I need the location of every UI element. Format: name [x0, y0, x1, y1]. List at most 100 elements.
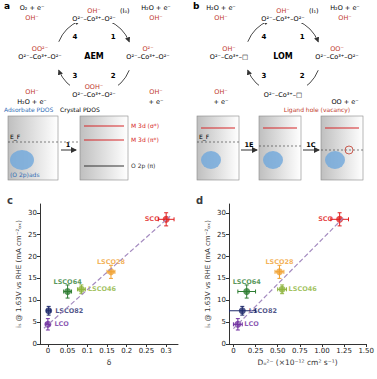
svg-text:LSCO28: LSCO28 — [265, 258, 294, 266]
svg-text:1C: 1C — [306, 141, 316, 149]
svg-text:O 2p (π): O 2p (π) — [131, 162, 155, 170]
svg-text:OO + e⁻: OO + e⁻ — [331, 98, 358, 106]
svg-text:15: 15 — [28, 274, 37, 282]
svg-text:3: 3 — [72, 72, 77, 80]
svg-text:4: 4 — [72, 33, 77, 41]
svg-text:OH⁻: OH⁻ — [87, 7, 100, 15]
svg-text:0.25: 0.25 — [248, 347, 264, 355]
svg-text:15: 15 — [217, 274, 226, 282]
svg-text:OH⁻: OH⁻ — [25, 88, 38, 96]
svg-text:δ: δ — [107, 358, 112, 367]
svg-text:(O 2p)ads: (O 2p)ads — [10, 171, 40, 179]
svg-text:25: 25 — [28, 231, 37, 239]
svg-text:OO⁻: OO⁻ — [330, 45, 344, 53]
svg-text:H₂O + e⁻: H₂O + e⁻ — [206, 4, 236, 12]
svg-text:a: a — [4, 1, 10, 11]
svg-text:O²⁻–Co³⁺–O²⁻: O²⁻–Co³⁺–O²⁻ — [18, 53, 61, 61]
svg-text:30: 30 — [217, 209, 226, 217]
svg-text:OH⁻: OH⁻ — [222, 45, 235, 53]
svg-text:M 3d (σ*): M 3d (σ*) — [131, 122, 159, 129]
svg-text:5: 5 — [33, 318, 37, 326]
svg-text:LSCO82: LSCO82 — [55, 307, 83, 315]
svg-text:0: 0 — [46, 347, 50, 355]
svg-text:O²⁻: O²⁻ — [142, 45, 153, 53]
svg-text:LSCO64: LSCO64 — [233, 278, 262, 286]
svg-text:OH⁻: OH⁻ — [149, 88, 162, 96]
svg-text:(I₁): (I₁) — [309, 7, 319, 15]
svg-text:iₛ @ 1.63V vs RHE (mA cm⁻²ₒₓ): iₛ @ 1.63V vs RHE (mA cm⁻²ₒₓ) — [204, 220, 212, 328]
svg-text:1: 1 — [300, 33, 305, 41]
svg-text:1.00: 1.00 — [314, 347, 330, 355]
svg-text:5: 5 — [222, 318, 226, 326]
svg-text:OH⁻: OH⁻ — [276, 7, 289, 15]
svg-text:H₂O + e⁻: H₂O + e⁻ — [330, 4, 360, 12]
svg-text:Dₒ²⁻ (×10⁻¹² cm² s⁻¹): Dₒ²⁻ (×10⁻¹² cm² s⁻¹) — [258, 358, 338, 367]
svg-text:H₂O + e⁻: H₂O + e⁻ — [17, 98, 47, 106]
svg-text:SCO: SCO — [145, 215, 160, 223]
svg-text:O²⁻–Co³⁺–□: O²⁻–Co³⁺–□ — [210, 53, 248, 61]
svg-text:3: 3 — [261, 72, 266, 80]
svg-text:LSCO82: LSCO82 — [249, 307, 277, 315]
svg-text:0.50: 0.50 — [270, 347, 286, 355]
svg-text:Ligand hole (vacancy): Ligand hole (vacancy) — [284, 106, 350, 114]
svg-text:1: 1 — [111, 33, 116, 41]
svg-text:1.25: 1.25 — [336, 347, 352, 355]
svg-text:O²⁻–Co³⁺–O²⁻: O²⁻–Co³⁺–O²⁻ — [126, 53, 169, 61]
svg-text:c: c — [7, 195, 13, 206]
svg-text:LSCO46: LSCO46 — [88, 285, 117, 293]
svg-text:0: 0 — [231, 347, 235, 355]
svg-text:0: 0 — [33, 340, 37, 348]
svg-text:25: 25 — [217, 231, 226, 239]
svg-text:0.2: 0.2 — [121, 347, 132, 355]
svg-text:0.1: 0.1 — [82, 347, 93, 355]
svg-text:SCO: SCO — [318, 215, 333, 223]
svg-text:LOM: LOM — [273, 52, 293, 61]
svg-text:O²⁻–Co³⁺–O²⁻: O²⁻–Co³⁺–O²⁻ — [261, 15, 304, 23]
svg-text:OH⁻: OH⁻ — [214, 88, 227, 96]
svg-text:30: 30 — [28, 209, 37, 217]
svg-text:LSCO64: LSCO64 — [54, 278, 83, 286]
svg-text:(I₀): (I₀) — [120, 7, 130, 15]
svg-text:1: 1 — [66, 141, 71, 149]
svg-text:E_F: E_F — [10, 133, 21, 141]
svg-text:20: 20 — [217, 253, 226, 261]
svg-text:+ e⁻: + e⁻ — [214, 98, 229, 106]
svg-text:OH⁻: OH⁻ — [25, 14, 38, 22]
svg-text:O²⁻–Co³⁺–O²⁻: O²⁻–Co³⁺–O²⁻ — [315, 53, 358, 61]
svg-text:b: b — [193, 1, 200, 11]
svg-text:LCO: LCO — [54, 320, 69, 328]
svg-text:d: d — [196, 195, 203, 206]
svg-text:0.25: 0.25 — [139, 347, 155, 355]
svg-text:O²⁻–Co³⁺–O²⁻: O²⁻–Co³⁺–O²⁻ — [72, 91, 115, 99]
svg-text:H₂O + e⁻: H₂O + e⁻ — [141, 4, 171, 12]
svg-text:OH⁻: OH⁻ — [149, 14, 162, 22]
svg-text:AEM: AEM — [84, 52, 104, 61]
svg-text:1E: 1E — [245, 141, 254, 149]
svg-text:4: 4 — [261, 33, 266, 41]
svg-text:10: 10 — [28, 296, 37, 304]
svg-text:0.05: 0.05 — [60, 347, 76, 355]
svg-text:O²⁻–Co³⁺–□: O²⁻–Co³⁺–□ — [264, 91, 302, 99]
svg-text:0.3: 0.3 — [161, 347, 172, 355]
svg-text:2: 2 — [111, 72, 116, 80]
svg-text:0.75: 0.75 — [292, 347, 308, 355]
svg-text:2: 2 — [300, 72, 305, 80]
svg-text:OOH⁻: OOH⁻ — [85, 83, 104, 91]
svg-text:0.15: 0.15 — [99, 347, 115, 355]
svg-text:0: 0 — [222, 340, 226, 348]
svg-text:+ e⁻: + e⁻ — [149, 98, 164, 106]
svg-text:O₂ + e⁻: O₂ + e⁻ — [20, 4, 45, 12]
svg-text:LSCO46: LSCO46 — [289, 285, 318, 293]
svg-text:Crystal PDOS: Crystal PDOS — [60, 106, 100, 114]
svg-text:Adsorbate PDOS: Adsorbate PDOS — [4, 106, 53, 113]
svg-text:LCO: LCO — [244, 320, 259, 328]
svg-text:OH⁻: OH⁻ — [338, 14, 351, 22]
svg-text:OH⁻: OH⁻ — [214, 14, 227, 22]
svg-text:1.50: 1.50 — [358, 347, 374, 355]
svg-text:M 3d (π*): M 3d (π*) — [131, 136, 159, 143]
svg-text:E_F: E_F — [199, 133, 210, 141]
svg-text:OO²⁻: OO²⁻ — [32, 45, 48, 53]
svg-text:10: 10 — [217, 296, 226, 304]
svg-text:20: 20 — [28, 253, 37, 261]
svg-text:O²⁻–Co³⁺–O²⁻: O²⁻–Co³⁺–O²⁻ — [72, 15, 115, 23]
